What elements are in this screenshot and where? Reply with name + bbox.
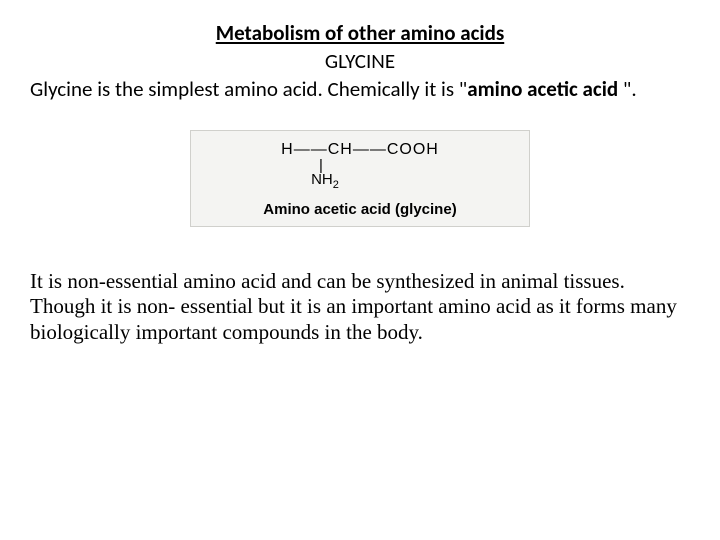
- intro-part2: ".: [618, 76, 636, 102]
- formula-sub: 2: [333, 179, 339, 191]
- formula-nh: NH: [311, 171, 333, 188]
- formula-line3: NH2: [191, 171, 529, 191]
- page-subtitle: GLYCINE: [30, 48, 690, 74]
- formula-main-text: H——CH——COOH: [281, 141, 439, 159]
- page-title: Metabolism of other amino acids: [30, 20, 690, 46]
- chemical-formula-box: H——CH——COOH | NH2 Amino acetic acid (gly…: [190, 130, 530, 227]
- intro-part1: Glycine is the simplest amino acid. Chem…: [30, 76, 467, 102]
- body-paragraph: It is non-essential amino acid and can b…: [30, 269, 690, 345]
- intro-bold: amino acetic acid: [467, 76, 618, 102]
- intro-paragraph: Glycine is the simplest amino acid. Chem…: [30, 76, 690, 102]
- formula-line1: H——CH——COOH: [191, 141, 529, 159]
- formula-caption: Amino acetic acid (glycine): [191, 201, 529, 218]
